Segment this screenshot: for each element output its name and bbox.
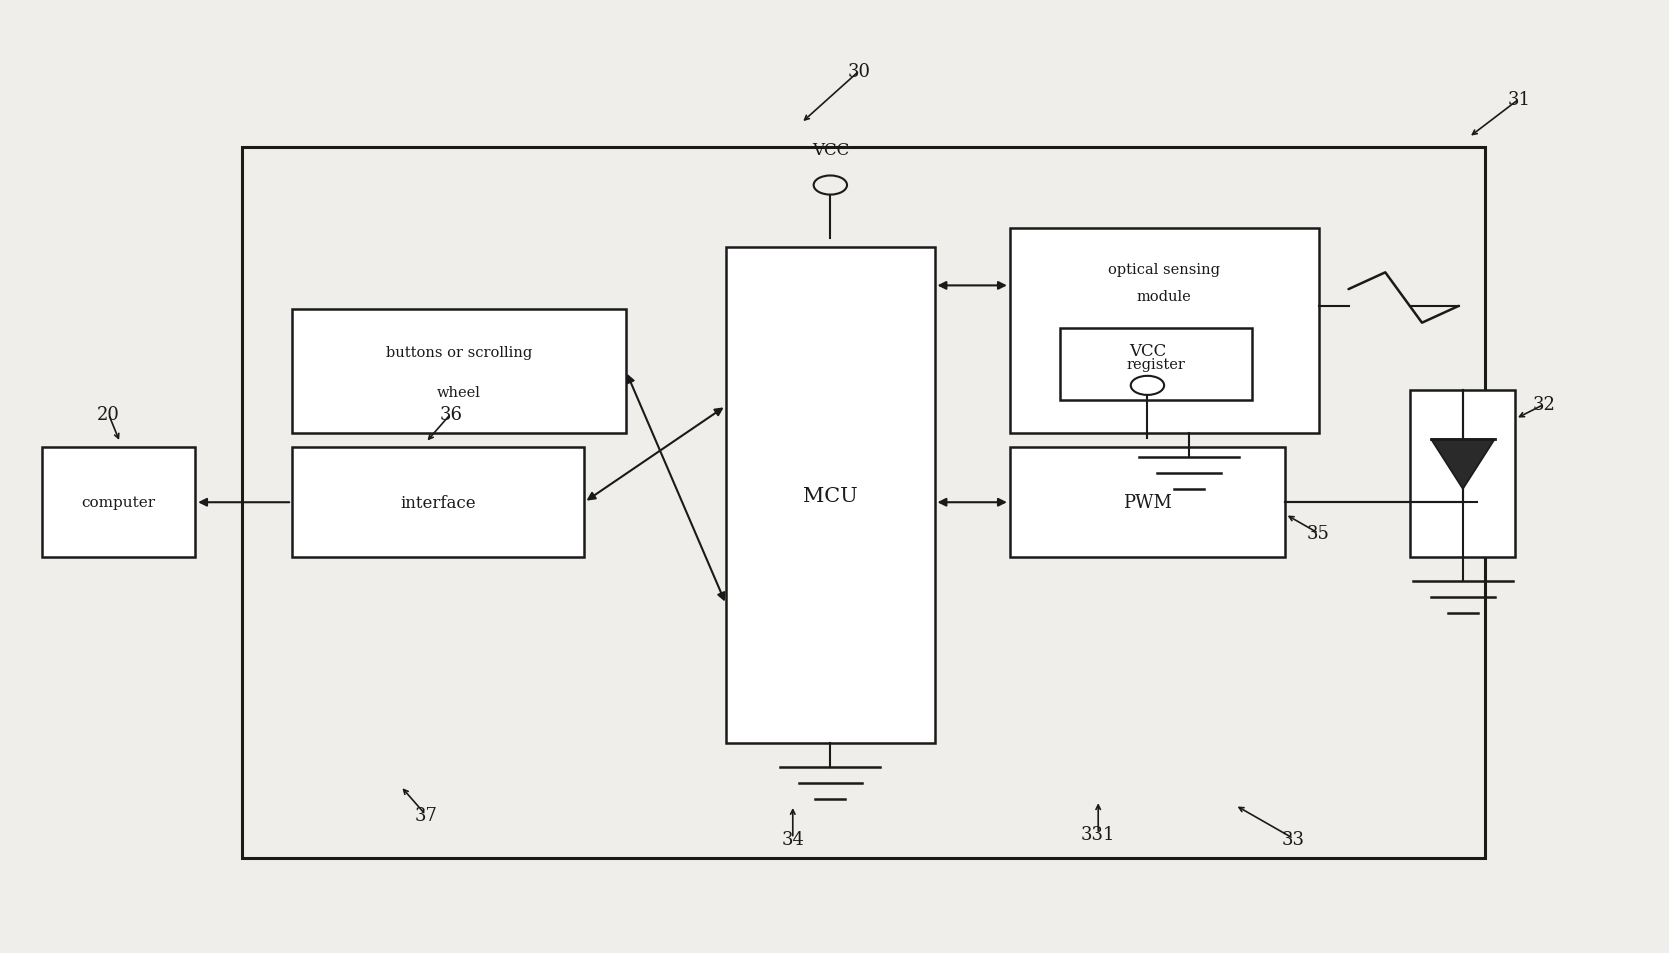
Bar <box>42 448 195 558</box>
Text: register: register <box>1127 357 1185 372</box>
Text: 37: 37 <box>414 806 437 823</box>
Text: PWM: PWM <box>1123 494 1172 512</box>
Bar <box>1060 329 1252 400</box>
Bar <box>1010 448 1285 558</box>
Text: 331: 331 <box>1082 825 1115 842</box>
Bar <box>1010 229 1319 434</box>
Text: 20: 20 <box>97 406 120 423</box>
Bar <box>292 310 626 434</box>
Bar <box>726 248 935 743</box>
Text: 30: 30 <box>848 63 871 80</box>
Text: VCC: VCC <box>1128 342 1167 359</box>
Bar <box>242 148 1485 858</box>
Bar <box>1410 391 1515 558</box>
Text: 32: 32 <box>1532 396 1556 414</box>
Text: computer: computer <box>82 496 155 510</box>
Text: MCU: MCU <box>803 486 858 505</box>
Text: 34: 34 <box>781 830 804 847</box>
Text: module: module <box>1137 290 1192 303</box>
Text: buttons or scrolling: buttons or scrolling <box>386 346 532 360</box>
Text: wheel: wheel <box>437 386 481 399</box>
Text: optical sensing: optical sensing <box>1108 263 1220 276</box>
Bar <box>292 448 584 558</box>
Text: 33: 33 <box>1282 830 1305 847</box>
Text: interface: interface <box>401 495 476 511</box>
Text: 35: 35 <box>1307 525 1330 542</box>
Text: VCC: VCC <box>811 142 850 159</box>
Text: 36: 36 <box>439 406 462 423</box>
Text: 31: 31 <box>1507 91 1530 109</box>
Polygon shape <box>1430 440 1494 490</box>
